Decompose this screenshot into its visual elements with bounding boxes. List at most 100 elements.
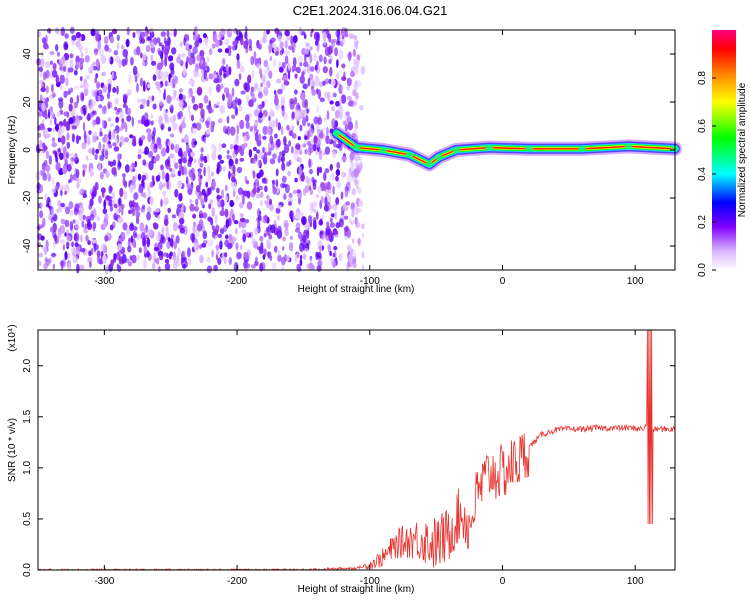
noise-speckle [246, 201, 253, 210]
noise-speckle [68, 201, 74, 210]
noise-speckle [264, 34, 268, 42]
noise-speckle [115, 116, 119, 123]
noise-speckle [228, 234, 233, 241]
noise-speckle [225, 218, 230, 229]
noise-speckle [147, 188, 151, 197]
noise-speckle [56, 111, 61, 117]
noise-speckle [225, 184, 228, 192]
noise-speckle [172, 122, 178, 131]
noise-speckle [150, 142, 155, 150]
noise-speckle [134, 205, 141, 212]
noise-speckle [306, 229, 310, 239]
noise-speckle [263, 233, 267, 238]
noise-speckle [354, 100, 358, 106]
noise-speckle [190, 232, 196, 242]
noise-speckle [104, 213, 109, 221]
noise-speckle [44, 61, 51, 69]
noise-speckle [92, 135, 97, 143]
noise-speckle [278, 60, 282, 69]
noise-speckle [268, 146, 272, 155]
noise-speckle [338, 252, 343, 262]
noise-speckle [187, 48, 192, 57]
noise-speckle [333, 245, 338, 251]
noise-speckle [96, 95, 101, 101]
snr-series-line [37, 329, 676, 571]
noise-speckle [304, 135, 309, 141]
noise-speckle [81, 92, 85, 102]
noise-speckle [182, 65, 187, 76]
noise-speckle [69, 59, 74, 68]
noise-speckle [274, 27, 280, 35]
noise-speckle [59, 74, 65, 85]
noise-speckle [206, 56, 210, 63]
noise-speckle [142, 259, 147, 269]
noise-speckle [217, 154, 222, 160]
noise-speckle [327, 46, 333, 55]
noise-speckle [150, 54, 154, 63]
noise-speckle [63, 111, 69, 117]
noise-speckle [185, 40, 190, 50]
noise-speckle [345, 111, 350, 117]
noise-speckle [37, 260, 42, 267]
noise-speckle [335, 29, 340, 38]
noise-speckle [89, 112, 95, 118]
noise-speckle [299, 144, 303, 152]
noise-speckle [113, 203, 118, 209]
noise-speckle [55, 44, 59, 52]
noise-speckle [94, 181, 99, 191]
noise-speckle [109, 205, 114, 212]
noise-speckle [300, 173, 305, 182]
noise-speckle [360, 65, 366, 75]
noise-speckle [143, 227, 147, 234]
noise-speckle [62, 165, 68, 175]
noise-speckle [65, 151, 70, 159]
noise-speckle [234, 97, 238, 103]
noise-speckle [158, 100, 163, 106]
noise-speckle [329, 217, 333, 222]
noise-speckle [111, 167, 117, 175]
noise-speckle [74, 152, 78, 162]
noise-speckle [308, 158, 311, 169]
noise-speckle [103, 222, 106, 229]
noise-speckle [121, 118, 125, 123]
noise-speckle [147, 251, 151, 258]
noise-speckle [241, 229, 247, 234]
noise-speckle [105, 195, 111, 201]
noise-speckle [169, 251, 173, 257]
noise-speckle [342, 120, 348, 126]
noise-speckle [147, 83, 151, 89]
noise-speckle [103, 199, 106, 210]
noise-speckle [39, 70, 43, 78]
noise-speckle [171, 95, 177, 100]
noise-speckle [277, 249, 281, 256]
noise-speckle [93, 65, 98, 71]
noise-speckle [338, 218, 344, 228]
noise-speckle [164, 80, 168, 87]
noise-speckle [93, 243, 99, 251]
noise-speckle [48, 27, 52, 35]
noise-speckle [271, 120, 277, 128]
noise-speckle [349, 151, 356, 161]
noise-speckle [323, 172, 327, 181]
noise-speckle [38, 252, 44, 258]
noise-speckle [318, 245, 323, 253]
noise-speckle [230, 143, 234, 150]
noise-speckle [88, 250, 92, 257]
noise-speckle [250, 86, 255, 92]
noise-speckle [163, 252, 168, 257]
noise-speckle [99, 48, 104, 58]
noise-speckle [314, 76, 320, 86]
noise-speckle [188, 44, 192, 50]
noise-speckle [125, 39, 130, 48]
noise-speckle [267, 142, 272, 149]
noise-speckle [96, 81, 101, 89]
noise-speckle [118, 257, 123, 262]
noise-speckle [69, 220, 74, 231]
noise-speckle [119, 187, 124, 198]
colorbar-ticks: 0.0 0.2 0.4 0.6 0.8 [697, 71, 716, 277]
noise-speckle [352, 238, 355, 244]
noise-speckle [160, 198, 163, 208]
noise-speckle [329, 204, 333, 209]
noise-speckle [64, 43, 69, 50]
